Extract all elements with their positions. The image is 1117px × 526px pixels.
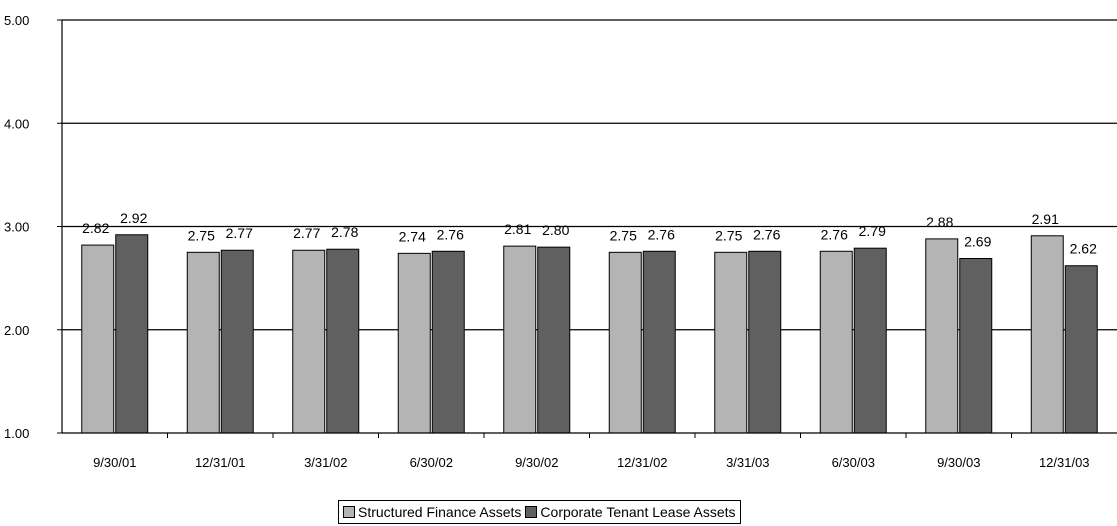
- axes: [61, 20, 1117, 434]
- x-axis-ticks: 9/30/01 12/31/01 3/31/02 6/30/02 9/30/02 12/3…: [93, 433, 1090, 470]
- x-tick-label: 12/31/01: [195, 455, 246, 470]
- legend-label-corporate-tenant-lease: Corporate Tenant Lease Assets: [540, 504, 736, 520]
- x-tick-label: 3/31/03: [726, 455, 769, 470]
- data-label: 2.88: [926, 214, 953, 230]
- data-label: 2.76: [648, 226, 675, 242]
- y-tick-label: 1.00: [4, 426, 29, 441]
- legend: Structured Finance Assets Corporate Tena…: [338, 500, 741, 524]
- data-label: 2.75: [715, 227, 742, 243]
- legend-label-structured-finance: Structured Finance Assets: [358, 504, 522, 520]
- legend-item-structured-finance: Structured Finance Assets: [343, 504, 521, 520]
- bar-corporate-tenant-lease: [537, 246, 571, 434]
- bar-structured-finance: [925, 238, 959, 434]
- gridlines: [62, 19, 1117, 331]
- data-label: 2.75: [610, 227, 637, 243]
- x-tick-label: 3/31/02: [304, 455, 347, 470]
- bar-corporate-tenant-lease: [959, 258, 993, 434]
- y-tick-label: 3.00: [4, 220, 29, 235]
- data-label: 2.92: [120, 210, 147, 226]
- data-label: 2.76: [437, 226, 464, 242]
- bar-corporate-tenant-lease: [853, 247, 887, 434]
- data-label: 2.77: [293, 225, 320, 241]
- bar-corporate-tenant-lease: [748, 250, 782, 434]
- x-tick-label: 9/30/01: [93, 455, 136, 470]
- bars: [81, 234, 1098, 434]
- data-label: 2.76: [753, 226, 780, 242]
- y-axis-ticks: 1.00 2.00 3.00 4.00 5.00: [4, 13, 62, 441]
- x-tick-label: 9/30/02: [515, 455, 558, 470]
- data-labels: 2.82 2.92 2.75 2.77 2.77 2.78 2.74 2.76 2.81 2.80…: [82, 210, 1097, 257]
- y-tick-label: 5.00: [4, 13, 29, 28]
- bar-structured-finance: [503, 245, 537, 434]
- data-label: 2.91: [1032, 211, 1059, 227]
- bar-structured-finance: [1030, 235, 1064, 434]
- bar-structured-finance: [397, 252, 431, 434]
- legend-item-corporate-tenant-lease: Corporate Tenant Lease Assets: [525, 504, 736, 520]
- bar-structured-finance: [81, 244, 115, 434]
- bar-corporate-tenant-lease: [642, 250, 676, 434]
- bar-structured-finance: [819, 250, 853, 434]
- bar-corporate-tenant-lease: [1064, 265, 1098, 434]
- x-tick-label: 9/30/03: [937, 455, 980, 470]
- bar-structured-finance: [714, 251, 748, 434]
- y-tick-label: 2.00: [4, 323, 29, 338]
- y-tick-label: 4.00: [4, 116, 29, 131]
- data-label: 2.75: [188, 227, 215, 243]
- bar-corporate-tenant-lease: [326, 248, 360, 434]
- x-tick-label: 12/31/03: [1039, 455, 1090, 470]
- data-label: 2.62: [1070, 241, 1097, 257]
- data-label: 2.78: [331, 224, 358, 240]
- bar-structured-finance: [292, 249, 326, 434]
- data-label: 2.76: [821, 226, 848, 242]
- legend-swatch-corporate-tenant-lease: [525, 506, 538, 518]
- data-label: 2.74: [399, 228, 426, 244]
- bar-corporate-tenant-lease: [220, 249, 254, 434]
- legend-swatch-structured-finance: [343, 506, 355, 518]
- data-label: 2.80: [542, 222, 569, 238]
- data-label: 2.69: [964, 234, 991, 250]
- x-tick-label: 6/30/02: [410, 455, 453, 470]
- data-label: 2.79: [859, 223, 886, 239]
- bar-structured-finance: [186, 251, 220, 434]
- x-tick-label: 12/31/02: [617, 455, 668, 470]
- x-tick-label: 6/30/03: [832, 455, 875, 470]
- data-label: 2.82: [82, 220, 109, 236]
- data-label: 2.81: [504, 221, 531, 237]
- data-label: 2.77: [226, 225, 253, 241]
- bar-corporate-tenant-lease: [431, 250, 465, 434]
- bar-structured-finance: [608, 251, 642, 434]
- bar-corporate-tenant-lease: [115, 234, 149, 434]
